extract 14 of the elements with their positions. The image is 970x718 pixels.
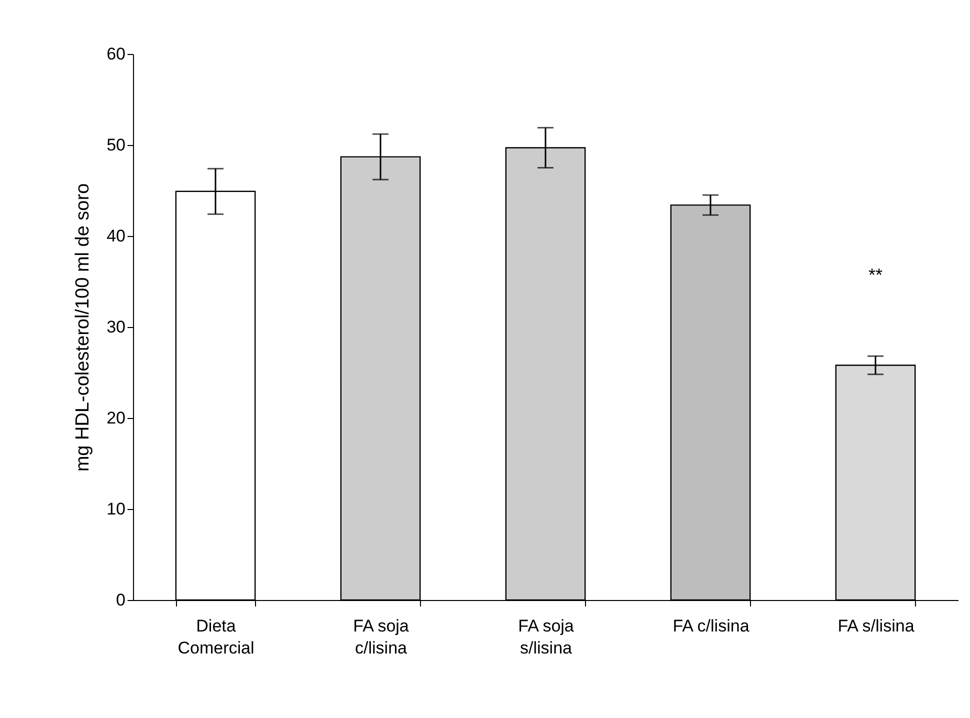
x-tick-label: Dieta Comercial [178,616,254,658]
x-tick-label: FA s/lisina [838,616,915,636]
y-tick-label: 40 [106,226,126,246]
y-tick-label: 50 [106,136,126,154]
x-tick-label: FA soja s/lisina [518,616,574,658]
y-tick-label: 10 [106,500,126,518]
y-tick-label: 20 [106,408,126,428]
x-tick-label: FA c/lisina [672,616,750,636]
y-tick-label: 30 [106,318,126,336]
y-tick-label: 0 [116,590,126,610]
annotation: ** [868,265,883,285]
y-axis-title: mg HDL-colesterol/100 ml de soro [72,183,94,472]
x-tick-label: FA soja c/lisina [353,616,410,658]
y-tick-label: 60 [106,44,126,64]
